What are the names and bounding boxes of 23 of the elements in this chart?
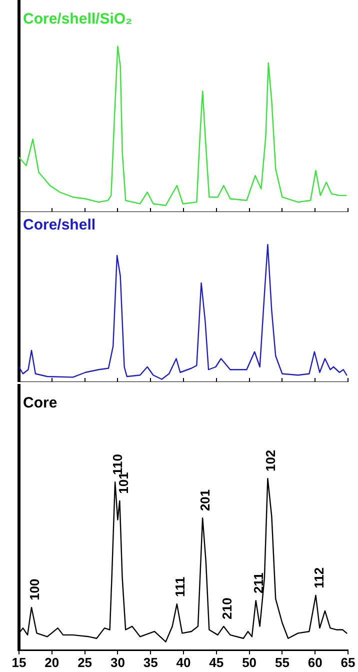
x-tick-label: 30 [110,654,125,670]
annotation: 110 [110,454,126,475]
annotation: 101 [116,472,132,494]
x-tick-label: 55 [274,654,290,670]
annotation: 112 [311,567,326,588]
x-tick-label: 50 [242,654,257,670]
x-tick-label: 15 [12,654,26,670]
annotation: 201 [198,489,213,512]
annotation: 211 [250,572,266,594]
x-tick-label: 35 [143,654,158,670]
x-tick-label: 65 [340,654,356,670]
annotation: 111 [172,576,188,597]
text: Core [23,394,58,412]
text: Core/shell [23,216,96,234]
x-tick-label: 20 [44,654,60,670]
x-tick-label: 60 [308,654,322,670]
annotation: 102 [262,450,278,472]
annotation: 210 [219,598,234,620]
annotation: 100 [27,578,42,600]
x-tick-label: 45 [209,654,224,670]
x-tick-label: 40 [176,654,191,670]
series-label: Core/shell/SiO₂ [23,10,132,28]
x-tick-label: 25 [78,654,92,670]
